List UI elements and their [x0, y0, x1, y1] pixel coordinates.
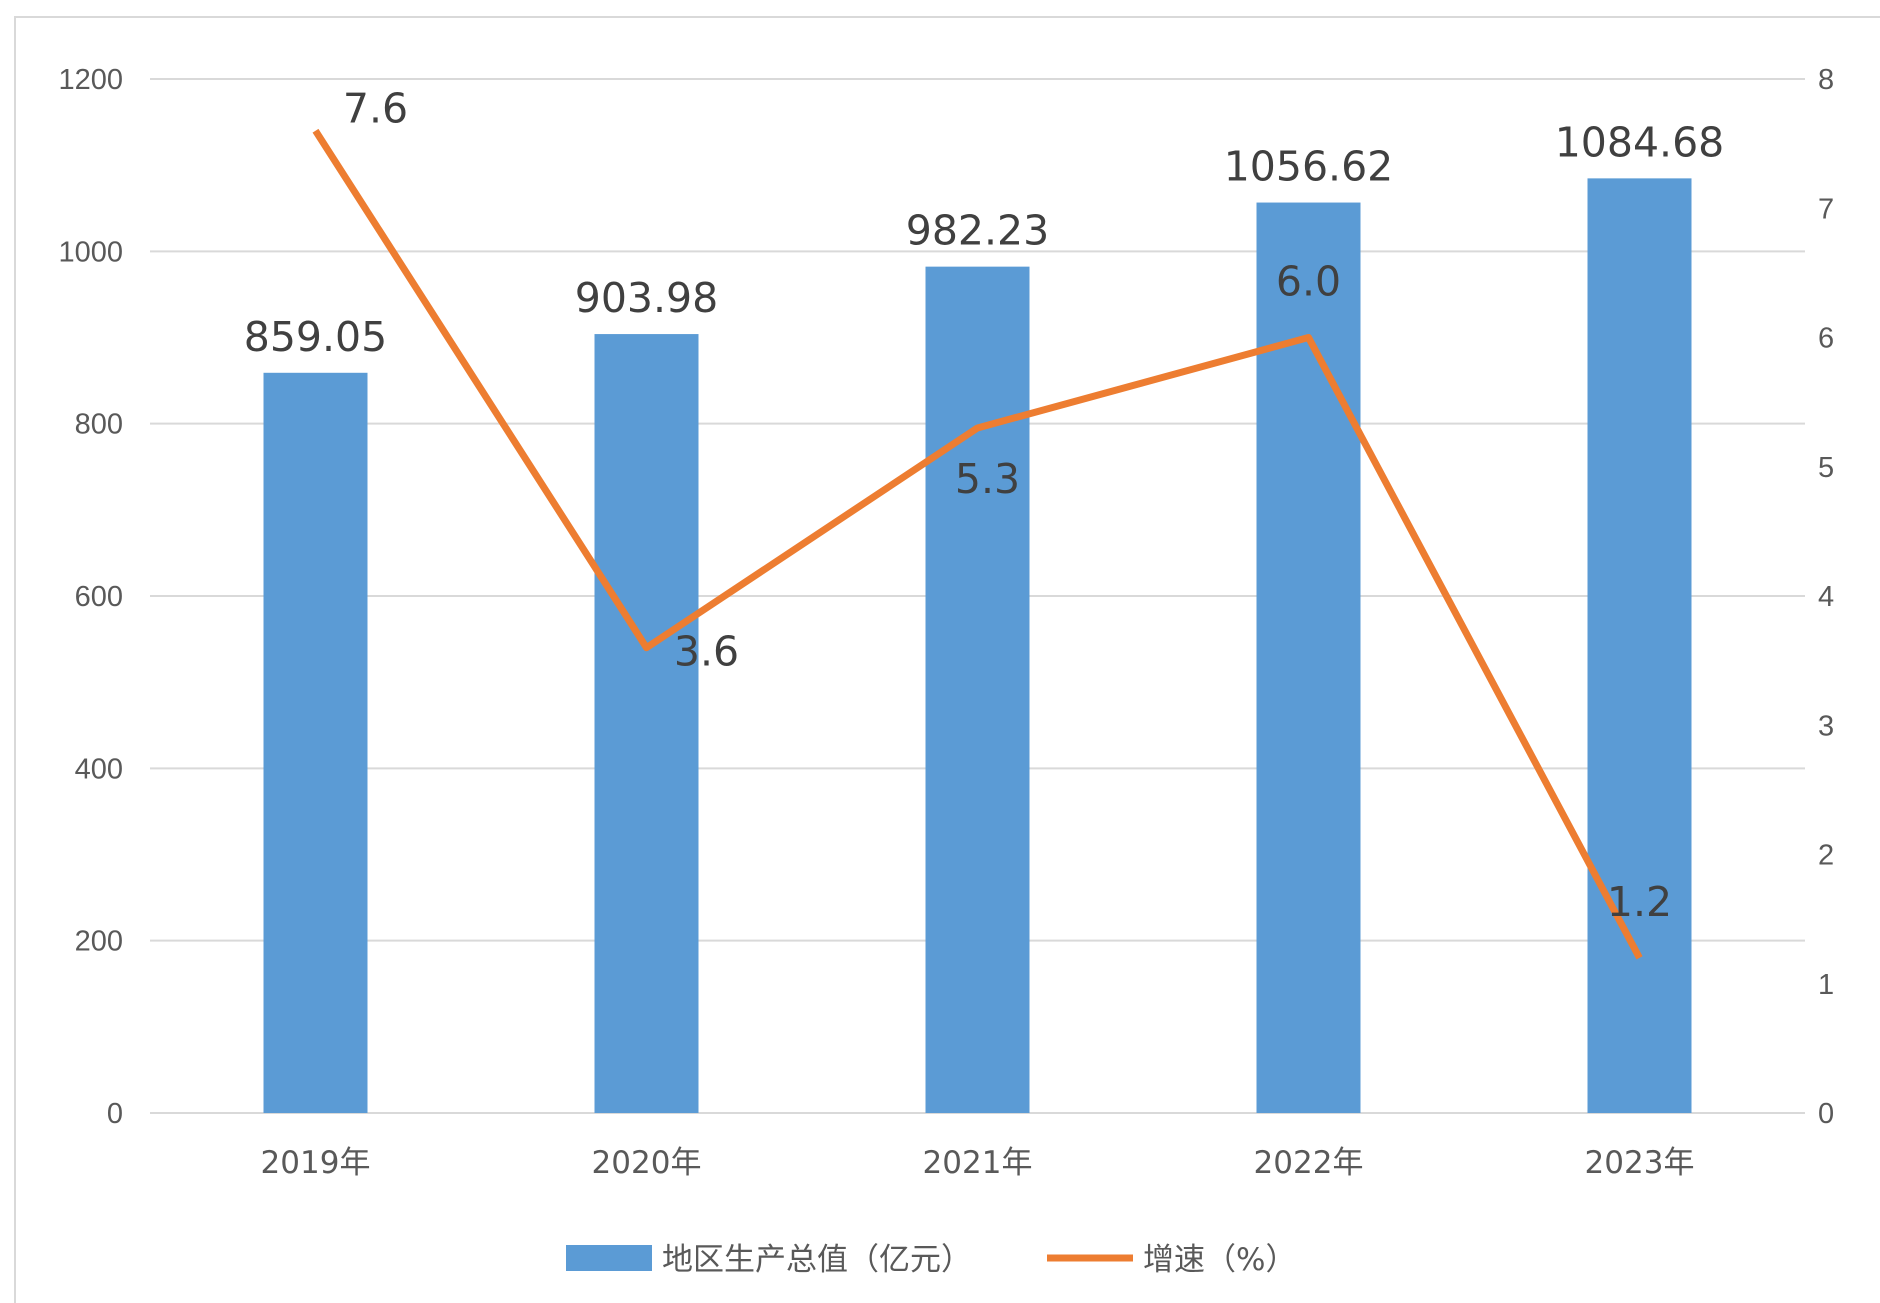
y-left-tick-label: 0 — [107, 1098, 123, 1130]
bar-data-label: 903.98 — [575, 274, 718, 322]
legend-swatch-bar — [566, 1245, 652, 1271]
bar — [925, 266, 1030, 1113]
x-tick-label: 2019年 — [261, 1145, 371, 1181]
line-series — [312, 128, 1643, 960]
bar-data-label: 1056.62 — [1224, 143, 1394, 191]
bar — [1256, 202, 1361, 1113]
bar — [263, 372, 368, 1113]
x-tick-label: 2022年 — [1254, 1145, 1364, 1181]
line-data-label: 5.3 — [955, 455, 1020, 503]
y-right-tick-label: 0 — [1818, 1098, 1834, 1130]
y-right-tick-label: 7 — [1818, 193, 1834, 225]
label-layer: 859.05 903.98 982.23 1056.62 1084.68 7.6 3.6 5.… — [244, 85, 1725, 926]
axis-layer: 0 200 400 600 800 1000 1200 0 1 2 3 4 5 6 7 8 2019年 2020年… — [58, 64, 1834, 1181]
legend-label-bar: 地区生产总值（亿元） — [662, 1242, 972, 1278]
legend: 地区生产总值（亿元） 增速（%） — [566, 1242, 1296, 1278]
y-right-tick-label: 6 — [1818, 323, 1834, 355]
x-tick-label: 2021年 — [923, 1145, 1033, 1181]
y-right-tick-label: 5 — [1818, 452, 1834, 484]
y-left-tick-label: 600 — [75, 581, 123, 613]
y-left-tick-label: 400 — [75, 753, 123, 785]
bar-data-label: 982.23 — [906, 207, 1049, 255]
y-left-tick-label: 800 — [75, 409, 123, 441]
bar-data-label: 859.05 — [244, 313, 387, 361]
y-left-tick-label: 200 — [75, 926, 123, 958]
y-right-tick-label: 3 — [1818, 710, 1834, 742]
bar-layer — [263, 178, 1692, 1113]
x-tick-label: 2020年 — [592, 1145, 702, 1181]
y-right-tick-label: 4 — [1818, 581, 1834, 613]
bar — [594, 334, 699, 1113]
y-left-tick-label: 1000 — [58, 236, 123, 268]
line-layer — [312, 128, 1643, 960]
legend-label-line: 增速（%） — [1143, 1242, 1296, 1278]
y-left-tick-label: 1200 — [58, 64, 123, 96]
line-data-label: 1.2 — [1607, 878, 1672, 926]
y-right-tick-label: 8 — [1818, 64, 1834, 96]
y-right-tick-label: 2 — [1818, 840, 1834, 872]
line-data-label: 6.0 — [1276, 258, 1341, 306]
bar-data-label: 1084.68 — [1555, 118, 1725, 166]
line-data-label: 7.6 — [343, 85, 408, 133]
bar — [1587, 178, 1692, 1113]
line-data-label: 3.6 — [674, 628, 739, 676]
x-tick-label: 2023年 — [1585, 1145, 1695, 1181]
y-right-tick-label: 1 — [1818, 969, 1834, 1001]
